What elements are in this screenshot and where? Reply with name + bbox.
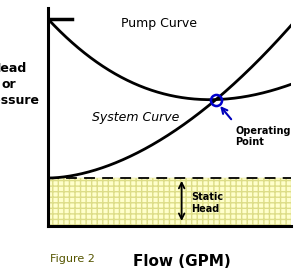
Text: Pump Curve: Pump Curve [121, 17, 197, 30]
Text: Figure 2: Figure 2 [50, 254, 95, 264]
Text: Operating
Point: Operating Point [236, 126, 291, 147]
Text: Flow (GPM): Flow (GPM) [133, 254, 230, 269]
Text: Head
or
Pressure: Head or Pressure [0, 62, 40, 107]
Text: Static
Head: Static Head [191, 192, 224, 214]
Text: System Curve: System Curve [92, 111, 179, 123]
